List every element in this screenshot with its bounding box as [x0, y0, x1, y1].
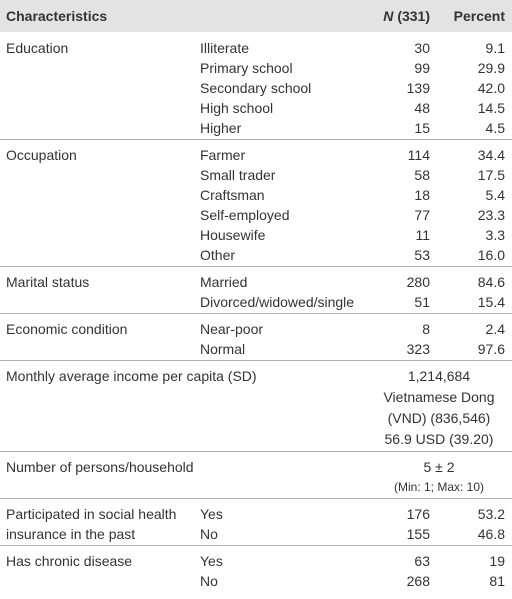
percent-value: 3.3	[485, 227, 505, 243]
percent-value: 23.3	[477, 207, 505, 223]
header-cell: N (331)	[383, 6, 430, 26]
row-divider	[0, 313, 512, 314]
sub-category: Small trader	[200, 167, 276, 183]
section-label: Number of persons/household	[6, 459, 194, 475]
percent-value: 4.5	[485, 120, 505, 136]
n-value: 30	[414, 40, 430, 56]
n-value: 51	[414, 294, 430, 310]
percent-value: 46.8	[477, 526, 505, 542]
percent-value: 16.0	[477, 247, 505, 263]
sub-category: Primary school	[200, 60, 293, 76]
section-label: Participated in social health	[6, 506, 177, 522]
n-value: 15	[414, 120, 430, 136]
value-line: Vietnamese Dong	[383, 389, 495, 405]
sub-category: Illiterate	[200, 40, 250, 56]
value-line: 1,214,684	[407, 368, 471, 384]
sub-category: Normal	[200, 341, 246, 357]
sub-category: Farmer	[200, 147, 246, 163]
header-row: Characteristics N (331) Percent	[0, 0, 512, 32]
sub-category: Married	[200, 274, 248, 290]
row-divider	[0, 545, 512, 546]
header-cell: Percent	[453, 8, 505, 24]
section-label: Occupation	[6, 147, 77, 163]
percent-value: 9.1	[485, 40, 505, 56]
section-label: Economic condition	[6, 321, 128, 337]
percent-value: 29.9	[477, 60, 505, 76]
section-label: Marital status	[6, 274, 90, 290]
percent-value: 42.0	[477, 80, 505, 96]
percent-value: 19	[489, 553, 505, 569]
n-value: 58	[414, 167, 430, 183]
percent-value: 34.4	[477, 147, 505, 163]
header-n: N	[383, 8, 394, 24]
sub-category: Yes	[200, 506, 223, 522]
sub-category: Divorced/widowed/single	[200, 294, 355, 310]
row-divider	[0, 139, 512, 140]
percent-value: 81	[489, 573, 505, 589]
n-value: 77	[414, 207, 430, 223]
section-label: insurance in the past	[6, 526, 136, 542]
percent-value: 53.2	[477, 506, 505, 522]
sub-category: Craftsman	[200, 187, 265, 203]
sub-category: No	[200, 526, 218, 542]
n-value: 48	[414, 100, 430, 116]
value-line: 5 ± 2	[423, 459, 455, 475]
sub-category: Secondary school	[200, 80, 312, 96]
row-divider	[0, 498, 512, 499]
n-value: 323	[406, 341, 430, 357]
n-value: 280	[406, 274, 430, 290]
percent-value: 17.5	[477, 167, 505, 183]
sub-category: Housewife	[200, 227, 266, 243]
sub-category: Self-employed	[200, 207, 290, 223]
sub-category: High school	[200, 100, 274, 116]
percent-value: 15.4	[477, 294, 505, 310]
n-value: 18	[414, 187, 430, 203]
percent-value: 84.6	[477, 274, 505, 290]
n-value: 53	[414, 247, 430, 263]
header-n-count: (331)	[397, 8, 430, 24]
n-value: 155	[406, 526, 430, 542]
sub-category: No	[200, 573, 218, 589]
n-value: 8	[422, 321, 430, 337]
sub-category: Yes	[200, 553, 223, 569]
value-line: 56.9 USD (39.20)	[384, 431, 494, 447]
row-divider	[0, 360, 512, 361]
sub-category: Other	[200, 247, 236, 263]
section-label: Monthly average income per capita (SD)	[6, 368, 257, 384]
header-cell: Characteristics	[6, 8, 108, 24]
section-label: Has chronic disease	[6, 553, 133, 569]
sub-category: Near-poor	[200, 321, 264, 337]
n-value: 176	[406, 506, 430, 522]
value-line: (VND) (836,546)	[387, 410, 491, 426]
n-value: 268	[406, 573, 430, 589]
n-value: 63	[414, 553, 430, 569]
n-value: 139	[406, 80, 430, 96]
sub-category: Higher	[200, 120, 242, 136]
row-divider	[0, 451, 512, 452]
n-value: 99	[414, 60, 430, 76]
percent-value: 97.6	[477, 341, 505, 357]
value-line: (Min: 1; Max: 10)	[393, 480, 485, 494]
section-label: Education	[6, 40, 69, 56]
row-divider	[0, 266, 512, 267]
percent-value: 5.4	[485, 187, 505, 203]
n-value: 11	[415, 227, 430, 243]
percent-value: 2.4	[485, 321, 505, 337]
n-value: 114	[407, 147, 430, 163]
percent-value: 14.5	[477, 100, 505, 116]
